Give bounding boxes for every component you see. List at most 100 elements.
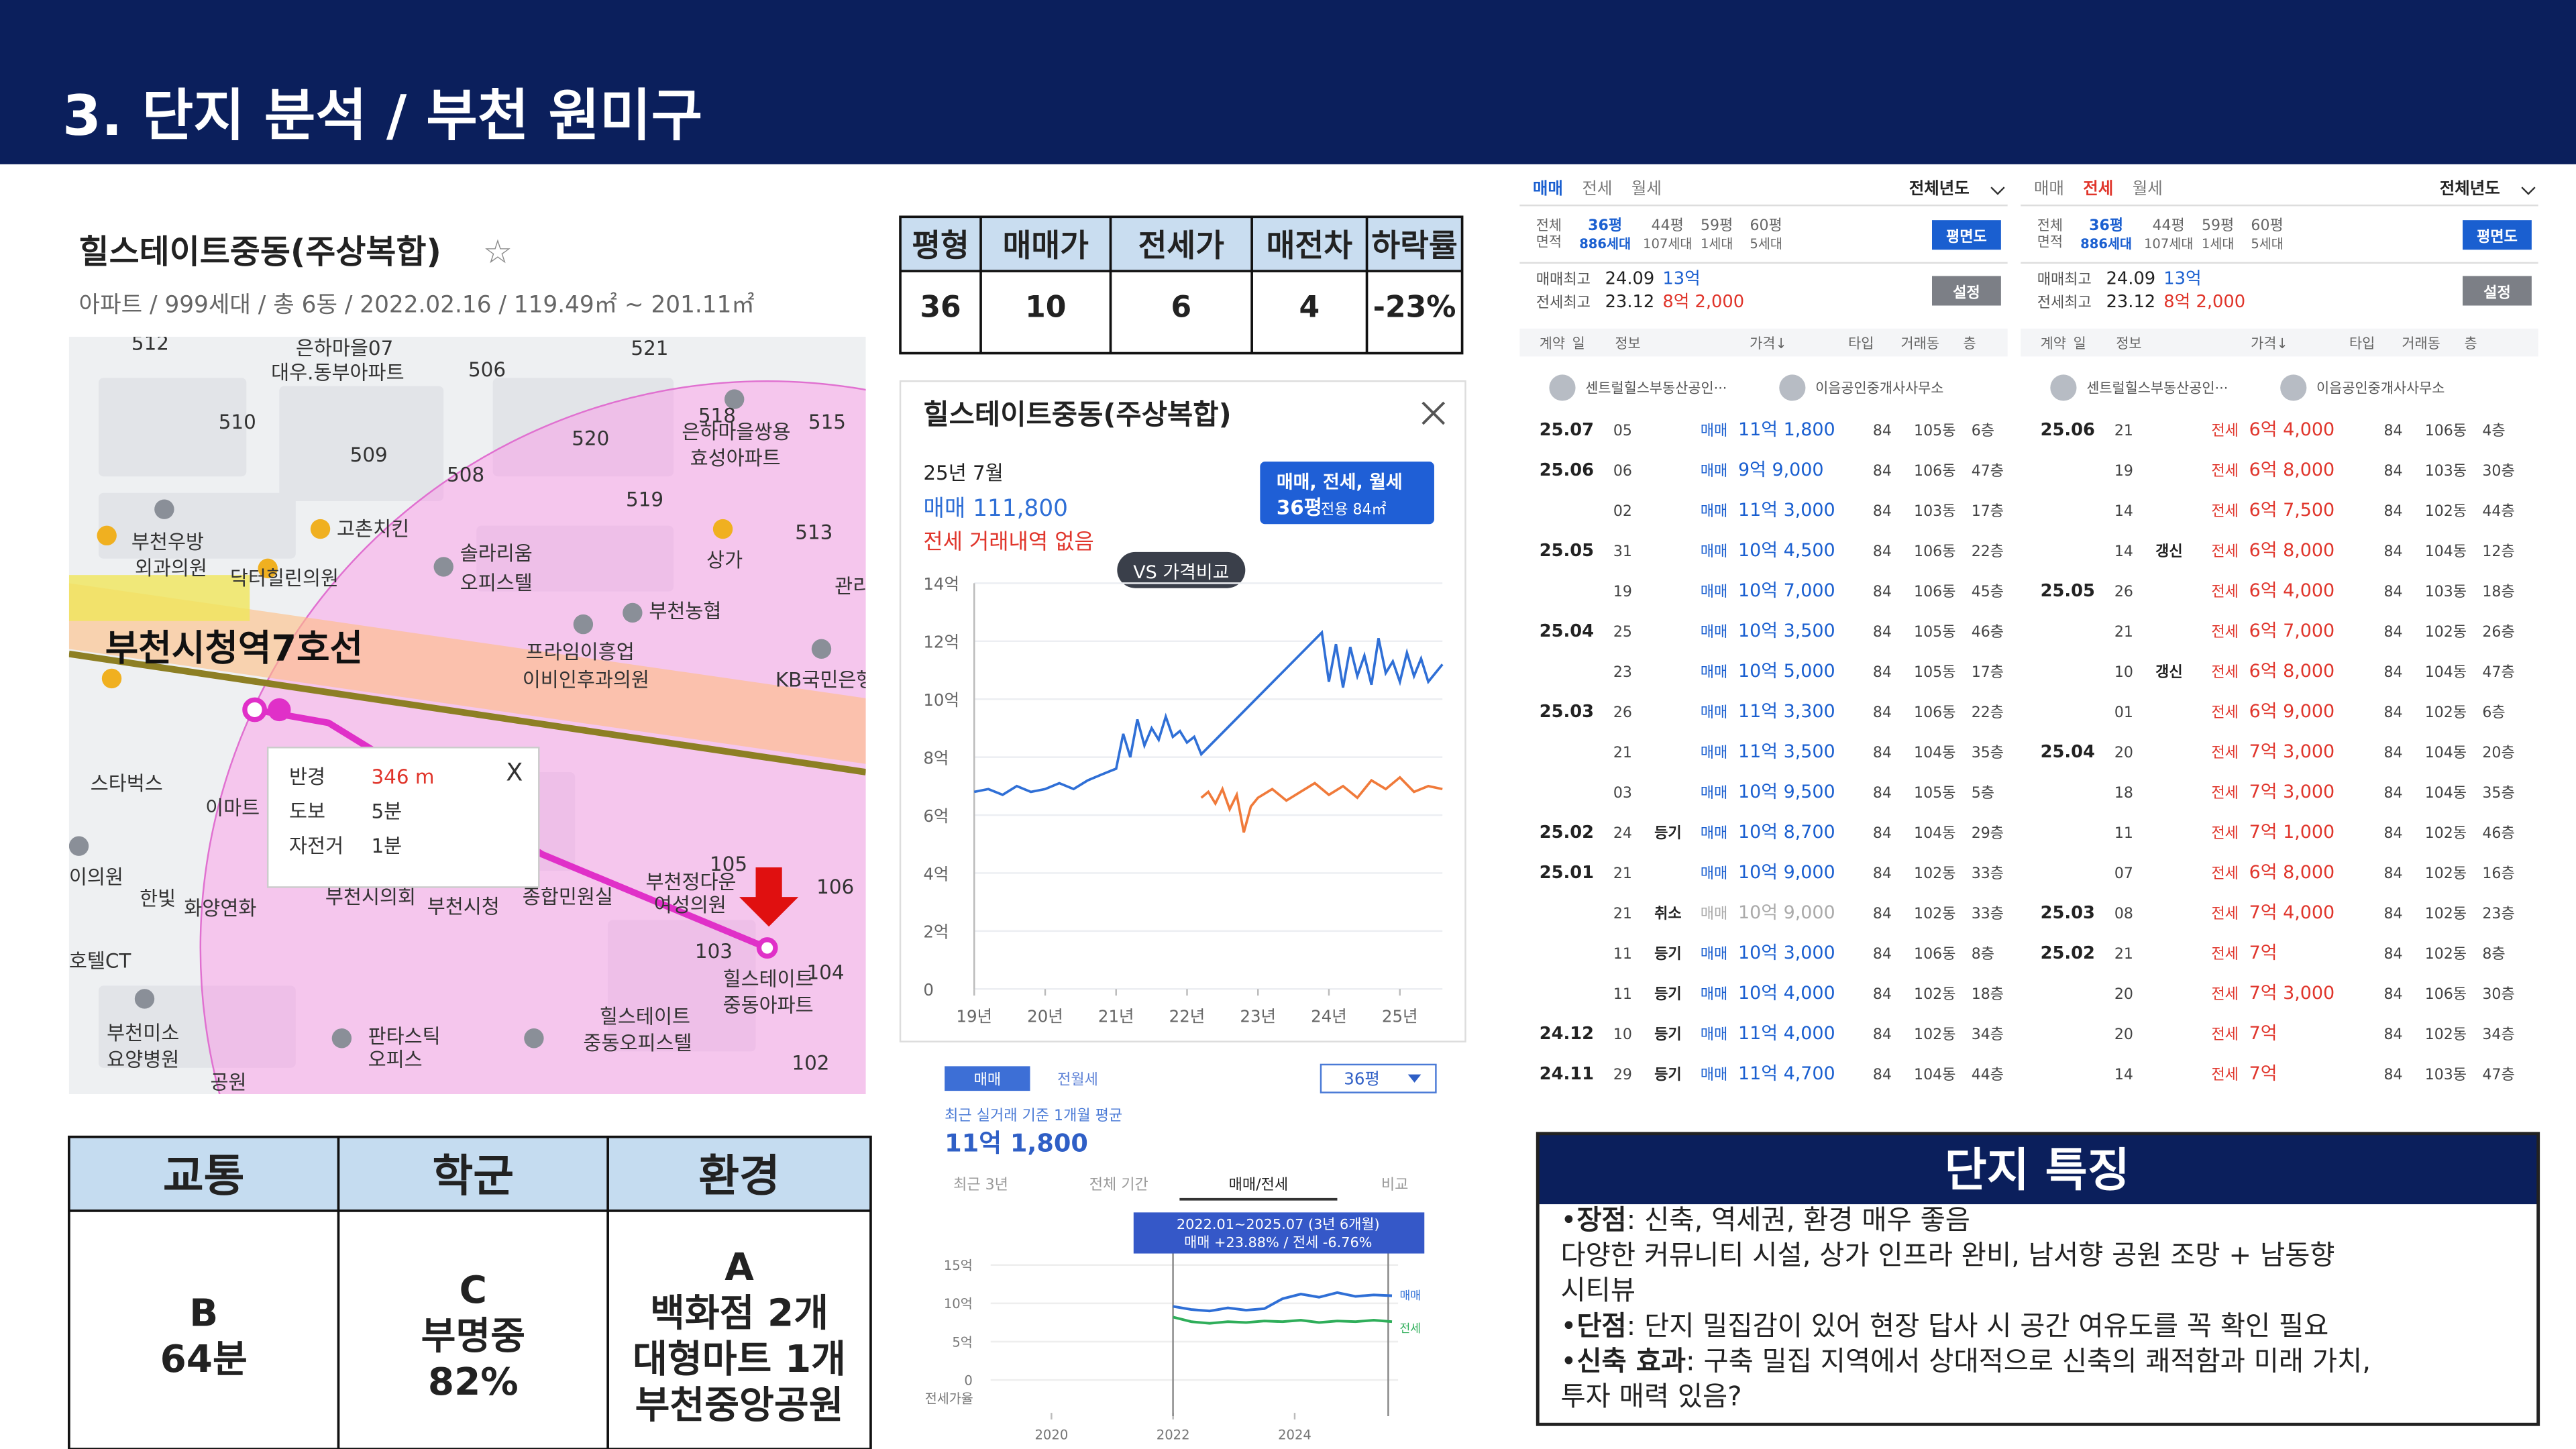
agent-avatar: [2050, 374, 2077, 401]
popup-key: 도보: [289, 800, 325, 823]
plan-button[interactable]: [1932, 220, 2001, 250]
compare-pill: [1117, 551, 1246, 588]
max-date: 24.09: [1605, 269, 1655, 289]
feature-text: 투자 매력 있음?: [1561, 1380, 1742, 1412]
deal-cell: 34층: [2482, 1026, 2514, 1043]
subway-line: [68, 650, 866, 775]
deal-cell: 10억 5,000: [1738, 661, 1835, 682]
deal-cell: 25.05: [1540, 541, 1594, 561]
deal-cell: 47층: [1972, 463, 2004, 480]
feature-label: 신축 효과: [1576, 1344, 1686, 1377]
setting-button[interactable]: [2463, 276, 2532, 306]
deal-cell: 10억 3,000: [1738, 943, 1835, 963]
period: 전체년도: [1909, 178, 1970, 198]
table-cell: 4: [1299, 290, 1320, 325]
y-tick-label: 15억: [944, 1258, 973, 1273]
deal-cell: 22층: [1972, 543, 2004, 560]
deal-cell: 10억 4,000: [1738, 983, 1835, 1004]
deal-cell: 10억 8,700: [1738, 822, 1835, 843]
size-label: 59평: [1701, 217, 1733, 234]
deal-cell: 7억 3,000: [2249, 782, 2335, 802]
deal-cell: 21: [1613, 906, 1632, 922]
close-icon: [1421, 401, 1446, 425]
deal-cell: 84: [2383, 704, 2402, 721]
deal-cell: 01: [2114, 704, 2133, 721]
deal-cell: 84: [1873, 664, 1892, 681]
area-label: 전체: [1536, 217, 1562, 233]
deal-cell: 갱신: [2155, 664, 2183, 681]
deal-cell: 등기: [1654, 1026, 1682, 1043]
filter-area: 전용 84㎡: [1321, 501, 1387, 519]
deal-cell: 매매: [1701, 543, 1728, 560]
period-caret: [1990, 186, 2005, 195]
y-tick-label: 0: [923, 980, 934, 1000]
slide-title: 3. 단지 분석 / 부천 원미구: [62, 83, 702, 148]
deal-cell: 106동: [2425, 423, 2467, 439]
tab-active[interactable]: [945, 1066, 1030, 1091]
deal-cell: 104동: [2425, 745, 2467, 761]
grade-cell: 백화점 2개: [650, 1291, 828, 1335]
deal-cell: 25: [1613, 624, 1632, 641]
deal-cell: 갱신: [2155, 543, 2183, 560]
route-start: [242, 697, 267, 722]
ratio-label: 전세가율: [925, 1391, 973, 1406]
popup-value: 1분: [371, 835, 402, 857]
deal-cell: 7억: [2249, 1063, 2277, 1084]
deal-cell: 전세: [2211, 865, 2239, 882]
popup-key: 자전거: [289, 835, 343, 857]
deal-cell: 6억 8,000: [2249, 661, 2335, 682]
map-label: 520: [572, 427, 609, 450]
map-block: [608, 920, 756, 1052]
deal-cell: 7억 3,000: [2249, 983, 2335, 1004]
deal-cell: 6층: [2482, 704, 2505, 721]
deal-cell: 7억 3,000: [2249, 741, 2335, 762]
map-label: 요양병원: [107, 1048, 179, 1071]
popup-key: 반경: [289, 765, 325, 788]
unit-label: 886세대: [1579, 236, 1631, 252]
deal-cell: 03: [1613, 785, 1632, 802]
column-head: 층: [2464, 335, 2477, 352]
map-label: 515: [808, 411, 846, 433]
column-head: 타입: [1848, 335, 1874, 352]
deal-cell: 33층: [1972, 906, 2004, 922]
deal-cell: 7억: [2249, 1023, 2277, 1044]
deal-cell: 6억 7,500: [2249, 500, 2335, 521]
deal-cell: 전세: [2211, 825, 2239, 842]
column-head: 가격↓: [1750, 335, 1787, 352]
map-label: 상가: [706, 549, 743, 572]
table-header: 평형: [912, 227, 969, 264]
deal-cell: 106동: [1914, 463, 1955, 480]
deal-cell: 매매: [1701, 745, 1728, 761]
deal-cell: 24.12: [1540, 1024, 1594, 1044]
bullet: •: [1561, 1344, 1577, 1377]
deal-cell: 25.03: [2041, 903, 2095, 923]
deal-cell: 10억 3,500: [1738, 621, 1835, 641]
setting-button[interactable]: [1932, 276, 2001, 306]
x-tick-label: 22년: [1169, 1006, 1205, 1026]
map-label: 521: [631, 337, 668, 360]
deal-cell: 106동: [1914, 543, 1955, 560]
popup-value: 5분: [371, 800, 402, 823]
deal-cell: 매매: [1701, 1026, 1728, 1043]
unit-label: 107세대: [1643, 236, 1692, 252]
deal-cell: 84: [2383, 946, 2402, 963]
max-label: 전세최고: [1536, 294, 1591, 311]
deal-cell: 25.06: [1540, 460, 1594, 480]
deal-cell: 10: [2114, 664, 2133, 681]
grade-cell: C: [460, 1269, 487, 1312]
size-label: 36평: [1588, 217, 1622, 234]
deal-cell: 105동: [1914, 423, 1955, 439]
map-label: 솔라리움: [460, 542, 533, 565]
deal-cell: 11억 4,000: [1738, 1023, 1835, 1044]
map-label: 판타스틱: [368, 1025, 441, 1048]
deal-cell: 20: [2114, 1026, 2133, 1043]
tab: 매매: [974, 1071, 1002, 1088]
map-block: [476, 525, 674, 592]
poi-icon: [623, 602, 643, 623]
setting-label: 설정: [2483, 284, 2511, 301]
plan-button[interactable]: [2463, 220, 2532, 250]
filter-button[interactable]: [1260, 462, 1434, 525]
deal-cell: 102동: [2425, 503, 2467, 520]
deal-tab: 전세: [2083, 178, 2113, 198]
deal-cell: 18층: [2482, 584, 2514, 600]
